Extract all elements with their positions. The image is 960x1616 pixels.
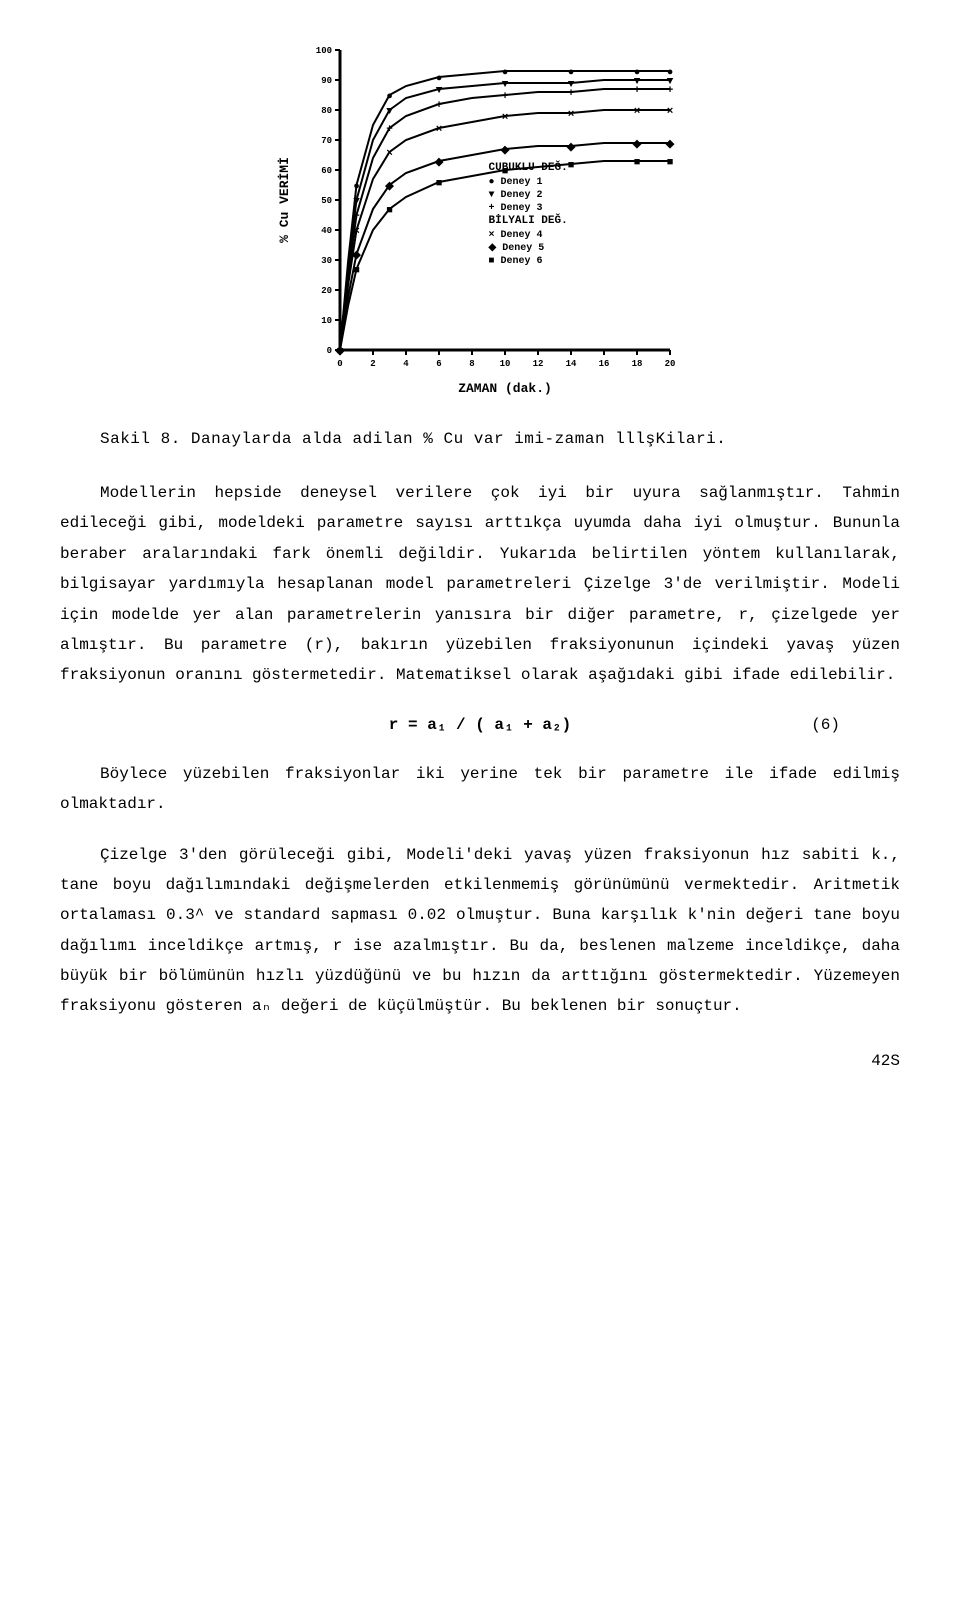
svg-text:◆: ◆	[384, 181, 394, 193]
svg-text:▼ Deney 2: ▼ Deney 2	[489, 190, 543, 201]
caption-text: Danaylarda alda adilan % Cu var imi-zama…	[191, 430, 726, 448]
svg-text:+: +	[436, 100, 443, 112]
svg-text:30: 30	[321, 256, 332, 266]
chart-container: 0 10 20 30 40 50 60 70 80 90 100 0 2 4 6 8 10 12 14 16 18 20 Z…	[270, 40, 690, 400]
svg-text:8: 8	[469, 359, 474, 369]
svg-text:●: ●	[502, 67, 509, 79]
svg-text:■: ■	[353, 265, 360, 277]
svg-text:6: 6	[436, 359, 441, 369]
paragraph-2: Böylece yüzebilen fraksiyonlar iki yerin…	[60, 759, 900, 820]
svg-text:0: 0	[337, 359, 342, 369]
svg-text:◆: ◆	[434, 157, 444, 169]
svg-text:■: ■	[568, 160, 575, 172]
equation-6: r = a₁ / ( a₁ + a₂) (6)	[60, 716, 900, 734]
svg-text:■: ■	[436, 178, 443, 190]
svg-text:60: 60	[321, 166, 332, 176]
svg-text:◆: ◆	[665, 139, 675, 151]
svg-text:●: ●	[568, 67, 575, 79]
svg-text:×: ×	[502, 112, 509, 124]
svg-text:●: ●	[436, 73, 443, 85]
svg-text:CUBUKLU DEĞ.: CUBUKLU DEĞ.	[489, 160, 568, 174]
equation-text: r = a₁ / ( a₁ + a₂)	[389, 716, 571, 734]
svg-text:▼: ▼	[502, 79, 509, 91]
svg-text:+: +	[386, 124, 393, 136]
svg-text:16: 16	[599, 359, 610, 369]
svg-text:■ Deney 6: ■ Deney 6	[489, 256, 543, 267]
paragraph-1: Modellerin hepside deneysel verilere çok…	[60, 478, 900, 691]
svg-text:+: +	[502, 91, 509, 103]
svg-text:40: 40	[321, 226, 332, 236]
svg-text:◆: ◆	[566, 142, 576, 154]
page-number: 42S	[60, 1052, 900, 1070]
line-chart: 0 10 20 30 40 50 60 70 80 90 100 0 2 4 6 8 10 12 14 16 18 20 Z…	[270, 40, 690, 400]
svg-text:4: 4	[403, 359, 409, 369]
svg-text:14: 14	[566, 359, 577, 369]
svg-text:10: 10	[321, 316, 332, 326]
svg-text:◆: ◆	[632, 139, 642, 151]
svg-text:■: ■	[337, 346, 344, 358]
svg-text:◆ Deney 5: ◆ Deney 5	[488, 243, 545, 254]
svg-text:70: 70	[321, 136, 332, 146]
svg-text:×: ×	[436, 124, 443, 136]
svg-text:■: ■	[634, 157, 641, 169]
svg-text:BİLYALI DEĞ.: BİLYALI DEĞ.	[489, 213, 568, 227]
svg-text:▼: ▼	[386, 106, 393, 118]
svg-text:% Cu VERİMİ: % Cu VERİMİ	[277, 157, 292, 243]
svg-text:20: 20	[665, 359, 676, 369]
svg-text:×: ×	[667, 106, 674, 118]
svg-text:● Deney 1: ● Deney 1	[489, 177, 543, 188]
svg-text:■: ■	[386, 205, 393, 217]
svg-text:18: 18	[632, 359, 643, 369]
svg-text:× Deney 4: × Deney 4	[489, 230, 543, 241]
svg-text:50: 50	[321, 196, 332, 206]
svg-text:●: ●	[386, 91, 393, 103]
svg-text:2: 2	[370, 359, 375, 369]
caption-label: Sakil 8.	[100, 430, 181, 448]
svg-text:×: ×	[353, 226, 360, 238]
svg-text:0: 0	[327, 346, 332, 356]
svg-text:×: ×	[386, 148, 393, 160]
svg-text:▼: ▼	[436, 85, 443, 97]
svg-text:100: 100	[316, 46, 332, 56]
svg-text:+: +	[667, 85, 674, 97]
svg-text:×: ×	[634, 106, 641, 118]
svg-text:+: +	[634, 85, 641, 97]
svg-text:+ Deney 3: + Deney 3	[489, 203, 543, 214]
svg-text:×: ×	[568, 109, 575, 121]
figure-caption: Sakil 8. Danaylarda alda adilan % Cu var…	[100, 430, 900, 448]
svg-text:■: ■	[667, 157, 674, 169]
svg-text:12: 12	[533, 359, 544, 369]
svg-text:◆: ◆	[500, 145, 510, 157]
svg-text:90: 90	[321, 76, 332, 86]
equation-number: (6)	[811, 716, 840, 734]
svg-text:+: +	[568, 88, 575, 100]
paragraph-3: Çizelge 3'den görüleceği gibi, Modeli'de…	[60, 840, 900, 1022]
svg-text:80: 80	[321, 106, 332, 116]
svg-text:ZAMAN (dak.): ZAMAN (dak.)	[458, 381, 552, 396]
svg-text:10: 10	[500, 359, 511, 369]
svg-text:20: 20	[321, 286, 332, 296]
